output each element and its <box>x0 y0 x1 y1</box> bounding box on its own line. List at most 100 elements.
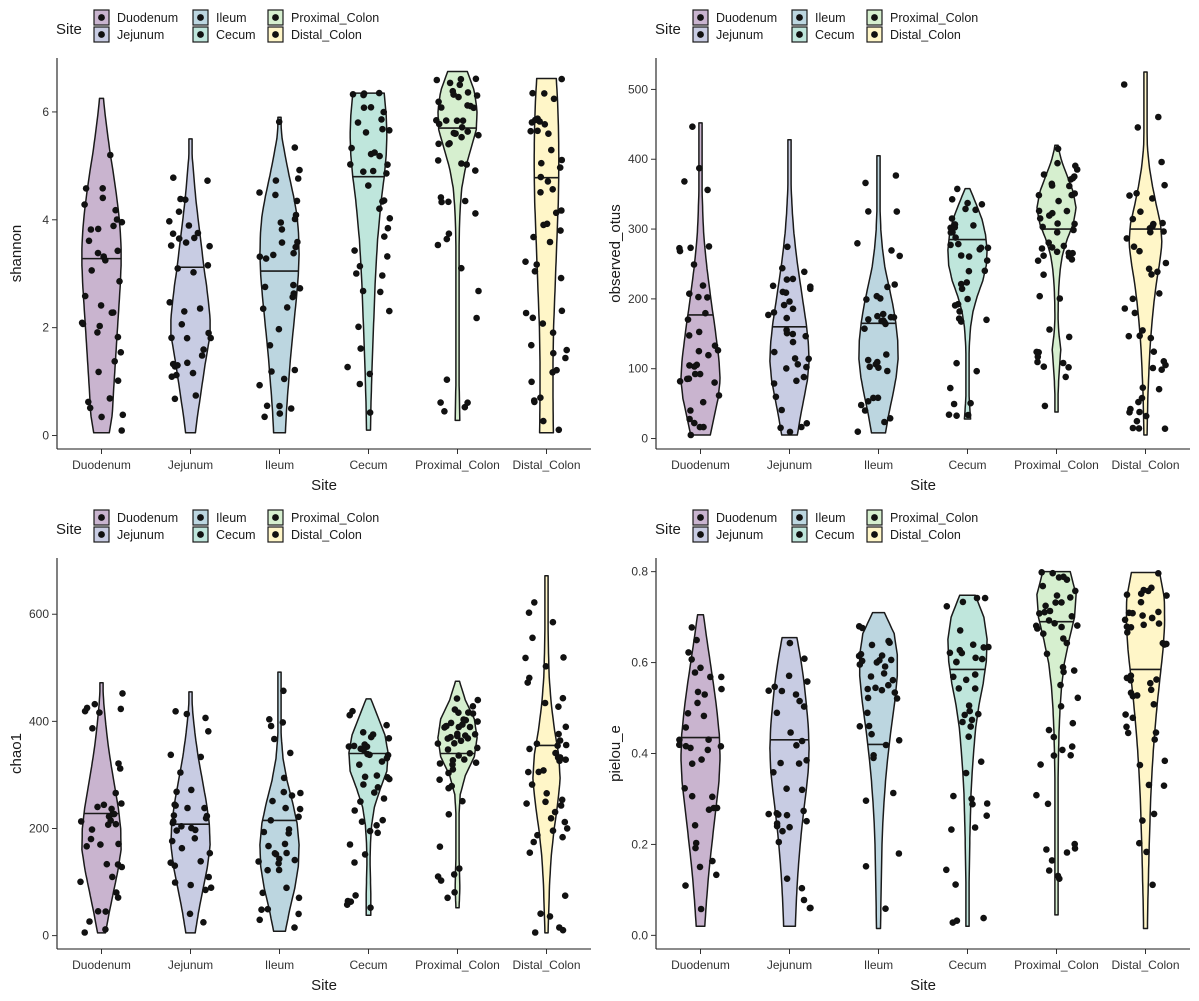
violin-distal-colon <box>533 77 560 434</box>
data-point <box>690 261 698 268</box>
data-point <box>693 636 700 644</box>
data-point <box>972 654 979 662</box>
data-point <box>458 133 465 141</box>
data-point <box>695 293 702 301</box>
data-point <box>684 316 692 323</box>
data-point <box>798 423 805 431</box>
data-point <box>795 760 803 767</box>
data-point <box>451 130 459 137</box>
violin-group-ileum <box>854 155 903 436</box>
data-point <box>887 313 895 321</box>
data-point <box>896 252 903 260</box>
legend-key-proximal-colon <box>866 509 883 526</box>
data-point <box>798 884 806 892</box>
data-point <box>173 827 180 834</box>
data-point <box>461 197 469 205</box>
data-point <box>472 759 480 766</box>
data-point <box>947 241 954 249</box>
data-point <box>1035 191 1043 199</box>
legend-label-ileum: Ileum <box>216 511 247 525</box>
data-point <box>681 178 688 185</box>
data-point <box>379 198 386 205</box>
data-point <box>1152 729 1160 736</box>
data-point <box>978 201 986 208</box>
data-point <box>957 280 965 288</box>
x-axis-title: Site <box>311 477 337 494</box>
panel-shannon: Site Duodenum Jejunum Ileum Cecum Proximal_Co… <box>0 0 600 500</box>
violin-ileum <box>259 671 300 933</box>
legend-key-cecum <box>192 26 209 43</box>
data-point <box>443 376 451 384</box>
data-point <box>456 81 464 89</box>
x-tick-label-cecum: Cecum <box>349 958 387 972</box>
data-point <box>1072 162 1079 170</box>
data-point <box>878 686 886 694</box>
data-point <box>1156 290 1163 297</box>
data-point <box>964 199 971 207</box>
data-point <box>544 178 552 185</box>
data-point <box>77 818 85 825</box>
points-ileum <box>855 623 903 912</box>
data-point <box>110 810 118 818</box>
data-point <box>360 746 367 754</box>
data-point <box>558 156 566 164</box>
violin-group-duodenum <box>78 97 127 434</box>
data-point <box>384 224 392 232</box>
data-point <box>964 295 971 303</box>
data-point <box>543 790 550 797</box>
data-point <box>983 800 991 807</box>
data-point <box>959 718 966 726</box>
violin-group-ileum <box>855 611 903 930</box>
data-point <box>1063 639 1071 647</box>
y-tick-label: 0.6 <box>631 656 648 670</box>
data-point <box>526 849 534 856</box>
data-point <box>475 287 482 295</box>
data-point <box>711 379 718 386</box>
data-point <box>885 637 892 645</box>
legend-key-duodenum <box>93 9 110 26</box>
legend-label-duodenum: Duodenum <box>716 11 777 25</box>
legend-label-duodenum: Duodenum <box>117 11 178 25</box>
violin-group-proximal-colon <box>1032 569 1082 916</box>
data-point <box>1129 609 1136 617</box>
data-point <box>556 164 564 171</box>
data-point <box>548 146 555 154</box>
data-point <box>962 205 969 213</box>
data-point <box>107 151 114 159</box>
legend-key-ileum <box>791 9 808 26</box>
data-point <box>692 844 699 852</box>
data-point <box>1134 124 1142 131</box>
data-point <box>283 849 290 857</box>
data-point <box>965 733 972 740</box>
data-point <box>118 800 125 807</box>
data-point <box>1151 736 1158 743</box>
data-point <box>965 267 973 275</box>
data-point <box>1063 207 1071 215</box>
data-point <box>1163 592 1170 599</box>
data-point <box>102 926 109 933</box>
data-point <box>365 182 372 189</box>
data-point <box>952 234 959 241</box>
data-point <box>1058 599 1065 606</box>
data-point <box>1059 746 1066 754</box>
data-point <box>204 177 211 184</box>
data-point <box>800 703 808 710</box>
data-point <box>769 282 777 290</box>
data-point <box>385 735 393 742</box>
data-point <box>559 694 567 702</box>
data-point <box>880 670 888 677</box>
data-point <box>562 741 570 749</box>
y-tick-label: 300 <box>628 222 648 236</box>
data-point <box>783 276 791 283</box>
data-point <box>947 229 955 236</box>
data-point <box>777 424 784 432</box>
data-point <box>447 733 454 741</box>
data-point <box>705 736 712 743</box>
data-point <box>793 377 800 385</box>
data-point <box>1048 857 1056 864</box>
points-ileum <box>255 687 304 931</box>
violin-jejunum <box>170 691 211 934</box>
data-point <box>346 711 354 719</box>
data-point <box>205 728 212 735</box>
data-point <box>695 347 703 355</box>
